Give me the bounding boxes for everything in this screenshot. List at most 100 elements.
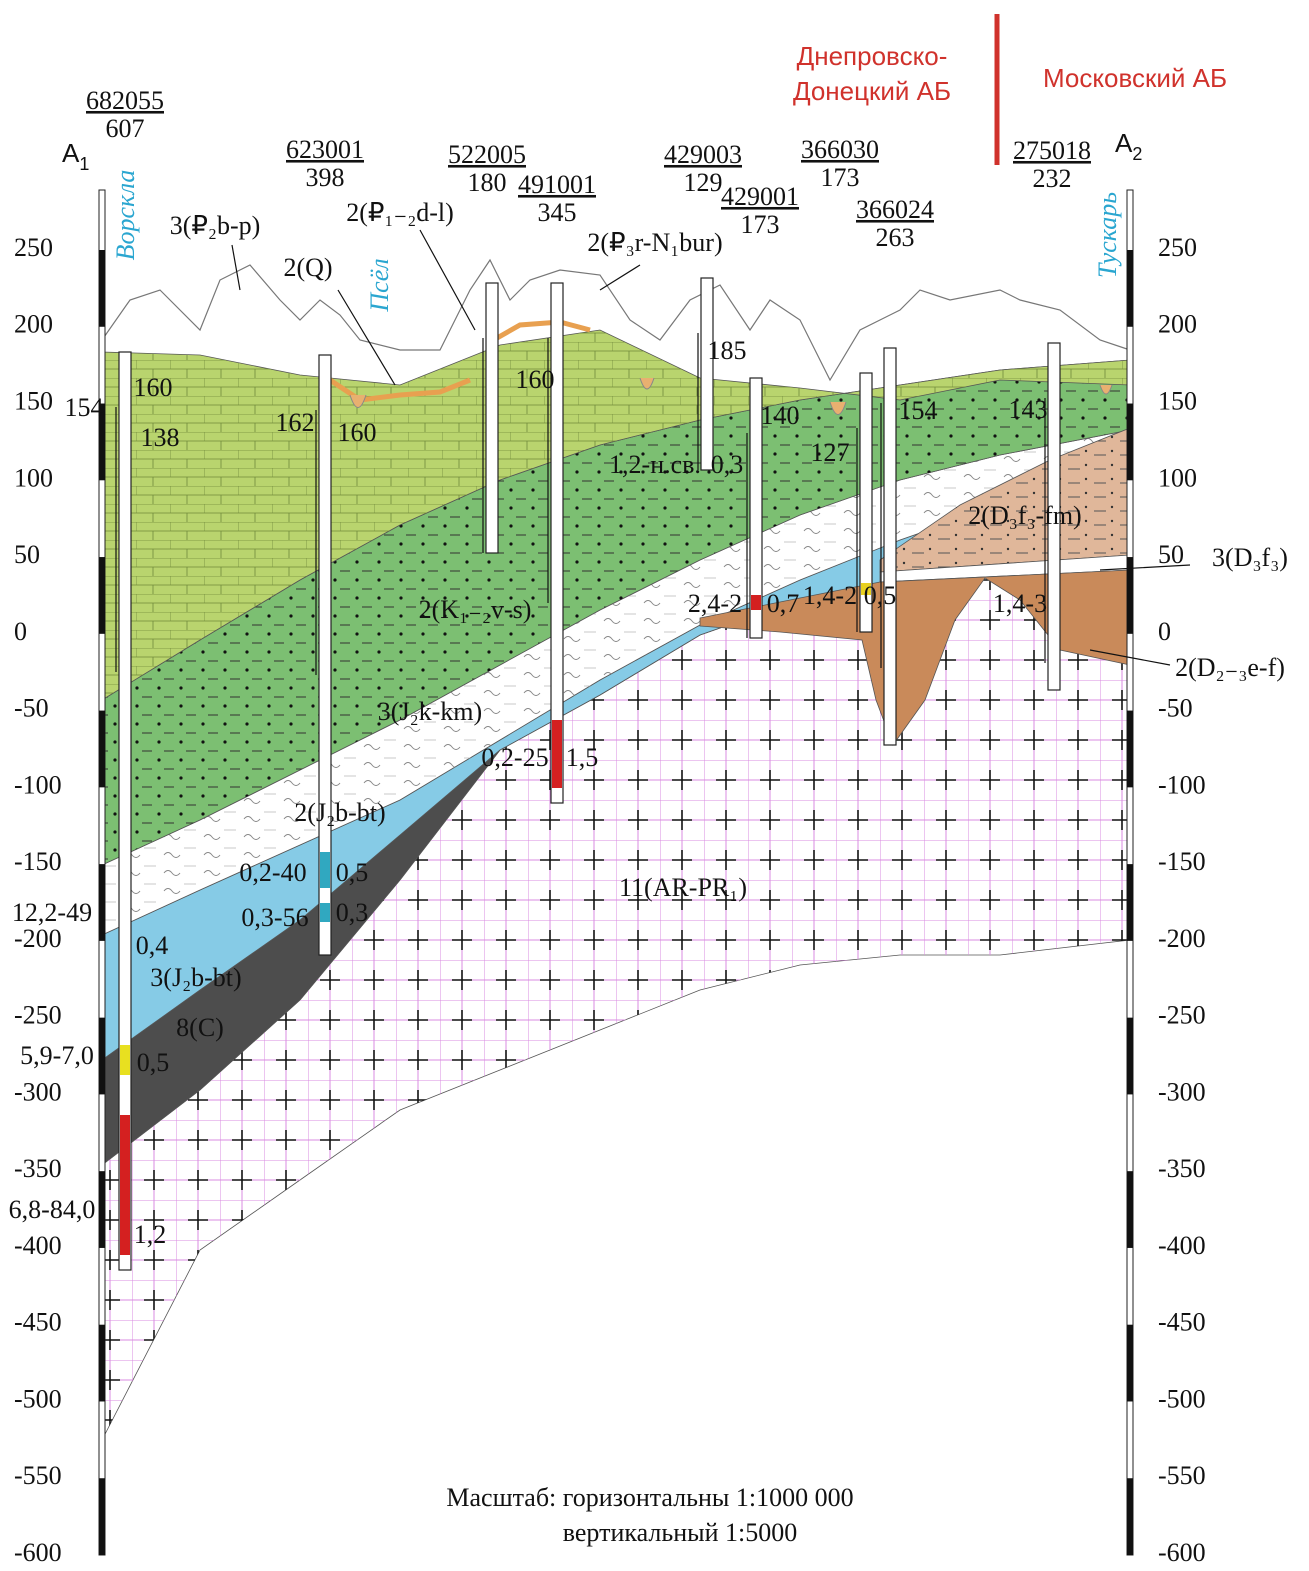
axis-segment xyxy=(1127,1171,1133,1248)
annotation: 0,2-25 xyxy=(481,743,548,772)
elevation-tick-label: 200 xyxy=(14,310,53,339)
well-id: 366024 xyxy=(856,195,934,224)
well xyxy=(1047,342,1061,691)
annotation: 12,2-49 xyxy=(12,898,92,927)
elevation-tick-label: 250 xyxy=(1158,233,1197,262)
annotation: 0,5 xyxy=(137,1048,170,1077)
layer-label: 2(K₁₋₂v-s) xyxy=(419,595,532,624)
elevation-tick-label: 150 xyxy=(1158,386,1197,415)
axis-segment xyxy=(1127,1478,1133,1555)
river-name: Ворскла xyxy=(111,170,140,261)
annotation: 6,8-84,0 xyxy=(9,1195,96,1224)
well-interval xyxy=(751,595,761,610)
well-id: 275018 xyxy=(1013,136,1091,165)
layer-label: 3(J₂k-km) xyxy=(378,697,482,726)
well xyxy=(550,282,564,804)
well xyxy=(859,372,873,633)
well-value: 607 xyxy=(106,114,145,143)
layer-label: 3(₽₂b-p) xyxy=(170,211,261,240)
elevation-tick-label: -500 xyxy=(14,1384,62,1413)
layer-label: 2(D₃f₃-fm) xyxy=(968,501,1081,530)
basin-label: Московский АБ xyxy=(1043,63,1227,93)
well-interval xyxy=(120,1115,130,1255)
annotation: 0,2-40 xyxy=(239,858,306,887)
axis-segment xyxy=(1127,864,1133,941)
well-value: 173 xyxy=(741,210,780,239)
section-letter: A xyxy=(1115,128,1133,158)
layer-label: 2(D₂₋₃e-f) xyxy=(1175,653,1285,682)
axis-segment xyxy=(1127,403,1133,481)
elevation-tick-label: -550 xyxy=(14,1461,62,1490)
relief xyxy=(101,258,1131,382)
basin-label: Донецкий АБ xyxy=(793,76,951,106)
axis-segment xyxy=(99,557,105,634)
elevation-tick-label: -400 xyxy=(1158,1231,1206,1260)
elevation-tick-label: -250 xyxy=(1158,1001,1206,1030)
annotation: 0,4 xyxy=(136,931,169,960)
axis-segment xyxy=(99,710,105,788)
annotation: 2,4-2 xyxy=(688,589,742,618)
well xyxy=(749,377,763,639)
well-interval xyxy=(320,852,330,888)
well-value: 232 xyxy=(1033,164,1072,193)
layer-label: 2(₽₁₋₂d-l) xyxy=(346,198,454,227)
elevation-tick-label: -300 xyxy=(14,1077,62,1106)
basin-label: Днепровско- xyxy=(797,41,948,71)
annotation: 138 xyxy=(141,423,180,452)
elevation-tick-label: -250 xyxy=(14,1001,62,1030)
well-interval xyxy=(552,720,562,788)
elevation-tick-label: -50 xyxy=(14,694,49,723)
section-letter: A xyxy=(62,138,80,168)
quaternary xyxy=(488,319,591,345)
elevation-tick-label: -150 xyxy=(1158,847,1206,876)
well-id: 522005 xyxy=(448,140,526,169)
section-end: A2 xyxy=(1115,128,1142,164)
basement-pattern xyxy=(102,555,1130,1440)
annotation: 154 xyxy=(899,396,938,425)
leader xyxy=(231,229,1191,666)
elevation-tick-label: 200 xyxy=(1158,310,1197,339)
well xyxy=(883,347,897,746)
quaternary xyxy=(328,377,471,403)
well-value: 263 xyxy=(876,223,915,252)
cretaceous-pattern xyxy=(102,360,1130,865)
layer-label: 8(C) xyxy=(176,1013,224,1042)
elevation-tick-label: 50 xyxy=(14,540,40,569)
elevation-tick-label: -600 xyxy=(14,1538,62,1567)
well-id: 429001 xyxy=(721,182,799,211)
well-value: 129 xyxy=(684,168,723,197)
elevation-tick-label: 50 xyxy=(1158,540,1184,569)
section-index: 2 xyxy=(1132,144,1142,164)
annotation: 0,3-56 xyxy=(241,903,308,932)
elevation-tick-label: 0 xyxy=(14,617,27,646)
elevation-tick-label: 100 xyxy=(1158,463,1197,492)
annotation: 0,5 xyxy=(336,858,369,887)
well-interval xyxy=(120,1045,130,1075)
axis-segment xyxy=(1127,710,1133,788)
elevation-tick-label: -150 xyxy=(14,847,62,876)
scale-note: вертикальный 1:5000 xyxy=(563,1518,797,1547)
axis-segment xyxy=(99,250,105,327)
axis-segment xyxy=(1127,1017,1133,1095)
well-value: 180 xyxy=(468,168,507,197)
well-value: 173 xyxy=(821,163,860,192)
annotation: 143 xyxy=(1009,395,1048,424)
section-index: 1 xyxy=(79,154,89,174)
annotation: 185 xyxy=(708,336,747,365)
annotation: 127 xyxy=(811,438,850,467)
axis-segment xyxy=(99,403,105,481)
annotation: 0,3 xyxy=(711,450,744,479)
axis-segment xyxy=(1127,1324,1133,1402)
well xyxy=(118,351,132,1271)
paleogene-pattern xyxy=(102,330,1130,700)
annotation: 160 xyxy=(516,365,555,394)
well xyxy=(318,354,332,956)
elevation-tick-label: -200 xyxy=(14,924,62,953)
annotation: 5,9-7,0 xyxy=(20,1041,94,1070)
layer-label: 3(J₂b-bt) xyxy=(150,963,241,992)
elevation-tick-label: -400 xyxy=(14,1231,62,1260)
annotation: 1,5 xyxy=(566,743,599,772)
well-value: 398 xyxy=(306,163,345,192)
layer-label: 2(Q) xyxy=(283,253,332,282)
axis-segment xyxy=(1127,557,1133,634)
